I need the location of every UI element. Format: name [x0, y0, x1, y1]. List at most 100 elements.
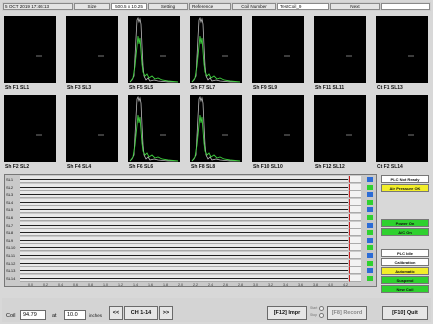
strip-row: [20, 244, 348, 252]
quit-button[interactable]: [F10] Quit: [382, 306, 428, 320]
record-text: [F8] Record: [331, 310, 363, 316]
x-tick-label: 4.0: [328, 283, 333, 288]
impr-button[interactable]: [F12] Impr: [267, 306, 307, 320]
thumbnail-plot[interactable]: [252, 95, 304, 162]
plc-idle-indicator: PLC Idle: [381, 249, 429, 257]
strip-indicator: [367, 215, 373, 220]
quit-text: [F10] Quit: [392, 310, 418, 316]
coil-number-label: Coil Number: [232, 3, 276, 10]
thumbnail-plot[interactable]: [128, 16, 180, 83]
start-label: Start: [310, 306, 318, 310]
x-tick-label: 3.6: [298, 283, 303, 288]
strip-indicator: [367, 237, 373, 243]
strip-segment: [349, 206, 361, 214]
strip-label: SL8: [6, 230, 14, 236]
thumbnail-plot[interactable]: [190, 16, 242, 83]
strip-segment: [349, 221, 361, 229]
x-tick-label: 2.0: [178, 283, 183, 288]
x-tick-label: 0.4: [58, 283, 63, 288]
thumbnail-plot[interactable]: [376, 95, 428, 162]
thumbnail-plot[interactable]: [314, 95, 366, 162]
strip-segment: [349, 236, 361, 244]
length-field[interactable]: 10.0: [64, 310, 86, 320]
strip-indicator: [367, 199, 373, 205]
thumbnail-label: Sh F9 SL9: [253, 85, 278, 91]
stop-radio[interactable]: [319, 313, 324, 318]
thumbnail-label: Sh F3 SL3: [67, 85, 92, 91]
thumbnail-plot[interactable]: [66, 16, 118, 83]
thumbnail-plot[interactable]: [252, 16, 304, 83]
strip-row: [20, 206, 348, 214]
strip-label: SL1: [6, 177, 14, 182]
start-radio[interactable]: [319, 306, 324, 311]
next-channel-button[interactable]: >>: [159, 306, 173, 320]
strip-segment: [349, 198, 361, 206]
thumbnail-trace: [36, 134, 42, 136]
x-tick-label: 0.2: [43, 283, 48, 288]
strip-row: [20, 198, 348, 206]
strip-row: [20, 214, 348, 221]
x-tick-label: 4.2: [343, 283, 348, 288]
coil-number-label-text: Coil Number: [241, 4, 267, 9]
x-tick-label: 3.2: [268, 283, 273, 288]
x-tick-label: 3.0: [253, 283, 258, 288]
impr-text: [F12] Impr: [273, 310, 301, 316]
strip-row: [20, 191, 348, 199]
new-coil-button[interactable]: New Coil: [381, 285, 429, 293]
record-button[interactable]: [F8] Record: [327, 306, 367, 320]
x-tick-label: 3.4: [283, 283, 288, 288]
thumbnail-label: Sh F7 SL7: [191, 85, 216, 91]
strip-label: SL7: [6, 222, 14, 228]
setting-label: Setting: [148, 3, 188, 10]
prev-channel-text: <<: [112, 310, 120, 316]
thumbnail-label: Sh F10 SL10: [253, 164, 283, 170]
thumbnail-plot[interactable]: [128, 95, 180, 162]
thumbnail-plot[interactable]: [376, 16, 428, 83]
prev-channel-button[interactable]: <<: [109, 306, 123, 320]
air-pressure-ok-text: Air Pressure OK: [389, 185, 421, 191]
thumbnail-plot[interactable]: [314, 16, 366, 83]
x-tick-label: 3.8: [313, 283, 318, 288]
strip-row: [20, 183, 348, 191]
strip-segment: [349, 229, 361, 237]
strip-indicator: [367, 275, 373, 281]
thumbnail-plot[interactable]: [190, 95, 242, 162]
thumbnail-plot[interactable]: [4, 95, 56, 162]
x-tick-label: 2.4: [208, 283, 213, 288]
suspend-button[interactable]: Suspend: [381, 276, 429, 284]
strip-label: SL12: [6, 260, 16, 266]
strip-indicator: [367, 245, 373, 251]
thumbnail-plot[interactable]: [4, 16, 56, 83]
strip-label: SL4: [6, 199, 14, 205]
automatic-button[interactable]: Automatic: [381, 267, 429, 275]
suspend-text: Suspend: [396, 277, 414, 283]
strip-segment: [349, 244, 361, 252]
x-tick-label: 0.0: [28, 283, 33, 288]
strip-label: SL9: [6, 237, 14, 243]
size-value: 500.5 x 10.25: [111, 3, 147, 10]
coil-position-field: 94.79: [20, 310, 46, 320]
strip-label: SL6: [6, 215, 14, 220]
channel-text: CH 1-14: [130, 310, 152, 316]
strip-indicator: [367, 177, 373, 182]
size-label-text: Size: [87, 4, 97, 9]
coil-number-value-text: TestCoil_9: [280, 4, 302, 9]
strip-indicator: [367, 230, 373, 236]
datetime-display: 5 OCT 2019 17:46:13: [3, 3, 73, 10]
coil-position-value: 94.79: [23, 312, 37, 318]
x-tick-label: 1.2: [118, 283, 123, 288]
strip-indicator: [367, 184, 373, 190]
thumbnail-label: Ct F1 SL13: [377, 85, 403, 91]
stop-label: Stop: [310, 313, 318, 317]
a-c-on-text: A/C On: [398, 229, 412, 235]
strip-segment: [349, 259, 361, 267]
x-tick-label: 1.8: [163, 283, 168, 288]
thumbnail-trace: [98, 134, 104, 136]
thumbnail-plot[interactable]: [66, 95, 118, 162]
thumbnail-trace: [98, 55, 104, 57]
strip-row: [20, 229, 348, 237]
x-tick-label: 0.6: [73, 283, 78, 288]
air-pressure-ok-indicator: Air Pressure OK: [381, 184, 429, 192]
calibration-button[interactable]: Calibration: [381, 258, 429, 266]
thumbnail-label: Sh F1 SL1: [5, 85, 30, 91]
